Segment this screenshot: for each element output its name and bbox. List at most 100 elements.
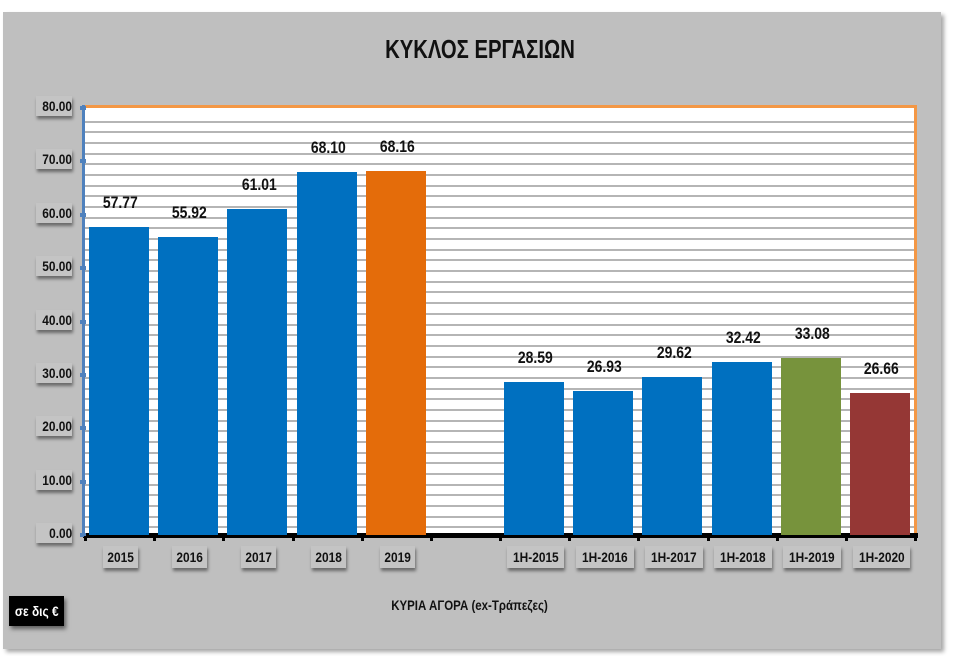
gridline	[83, 312, 914, 315]
y-tick-mark	[80, 212, 86, 217]
data-label: 26.93	[587, 357, 623, 377]
bar[interactable]	[89, 226, 150, 535]
gridline	[83, 248, 914, 251]
data-label: 32.42	[725, 327, 761, 347]
y-tick-label: 10.00	[36, 469, 72, 490]
gridline	[83, 131, 914, 134]
gridline	[83, 398, 914, 401]
y-tick-label: 40.00	[36, 309, 72, 330]
data-label: 29.62	[656, 342, 692, 362]
gridline	[83, 291, 914, 294]
gridline	[83, 387, 914, 390]
x-tick-label: 2019	[379, 546, 415, 568]
gridline	[83, 206, 914, 209]
x-tick-label: 2017	[241, 546, 277, 568]
gridline	[83, 472, 914, 475]
x-tick-mark	[844, 536, 848, 541]
data-label: 28.59	[518, 348, 554, 368]
y-tick-label: 30.00	[36, 362, 72, 383]
y-tick-label: 50.00	[36, 256, 72, 277]
gridline	[83, 334, 914, 337]
gridline	[83, 280, 914, 283]
x-tick-mark	[153, 536, 157, 541]
x-axis-line	[83, 533, 918, 538]
data-label: 61.01	[241, 175, 277, 195]
bar[interactable]	[158, 236, 219, 535]
gridline	[83, 227, 914, 230]
gridline	[83, 526, 914, 529]
gridline	[83, 152, 914, 155]
gridline	[83, 376, 914, 379]
bar[interactable]	[296, 171, 357, 535]
bar[interactable]	[849, 392, 910, 535]
y-tick-mark	[80, 479, 86, 484]
x-tick-label: 2016	[172, 546, 208, 568]
gridline	[83, 163, 914, 166]
gridline	[83, 430, 914, 433]
x-tick-label: 2018	[310, 546, 346, 568]
gridline	[83, 366, 914, 369]
x-tick-mark	[775, 536, 779, 541]
bar[interactable]	[642, 376, 703, 535]
x-tick-mark	[706, 536, 710, 541]
y-tick-label: 80.00	[36, 96, 72, 116]
gridline	[83, 451, 914, 454]
x-tick-mark	[568, 536, 572, 541]
x-tick-mark	[291, 536, 295, 541]
x-tick-label: 1H-2015	[506, 546, 565, 568]
bar[interactable]	[227, 209, 288, 535]
gridline	[83, 120, 914, 123]
gridline	[83, 515, 914, 518]
gridline	[83, 142, 914, 145]
gridline	[83, 323, 914, 326]
x-tick-mark	[429, 536, 433, 541]
y-tick-label: 60.00	[36, 202, 72, 223]
gridline	[83, 440, 914, 443]
unit-badge: σε δις €	[9, 596, 64, 626]
gridline	[83, 494, 914, 497]
data-label: 57.77	[103, 192, 139, 212]
y-tick-mark	[80, 106, 86, 110]
gridline	[83, 408, 914, 411]
gridline	[83, 419, 914, 422]
gridline	[83, 483, 914, 486]
y-tick-label: 0.00	[36, 523, 72, 543]
bar[interactable]	[573, 391, 634, 535]
bar[interactable]	[504, 382, 565, 535]
chart-title: ΚΥΚΛΟΣ ΕΡΓΑΣΙΩΝ	[385, 34, 575, 64]
gridline	[83, 462, 914, 465]
x-tick-label: 1H-2017	[645, 546, 703, 568]
x-tick-label: 2015	[103, 546, 139, 568]
y-tick-mark	[80, 159, 86, 164]
gridline	[83, 184, 914, 187]
x-axis-title: ΚΥΡΙΑ ΑΓΟΡΑ (ex-Τράπεζες)	[390, 597, 548, 613]
data-label: 26.66	[863, 358, 899, 378]
x-tick-label: 1H-2016	[575, 546, 634, 568]
y-tick-mark	[80, 533, 86, 537]
y-tick-label: 20.00	[36, 416, 72, 437]
x-tick-label: 1H-2018	[714, 546, 772, 568]
y-tick-label: 70.00	[36, 149, 72, 170]
gridline	[83, 355, 914, 358]
y-tick-mark	[80, 266, 86, 271]
gridline	[83, 195, 914, 198]
gridline	[83, 174, 914, 177]
data-label: 33.08	[794, 324, 830, 344]
data-label: 55.92	[172, 202, 208, 222]
x-tick-mark	[360, 536, 364, 541]
x-tick-label: 1H-2020	[852, 546, 911, 568]
x-tick-mark	[914, 536, 917, 541]
bar[interactable]	[780, 358, 841, 535]
gridline	[83, 344, 914, 347]
gridline	[83, 270, 914, 273]
gridline	[83, 302, 914, 305]
gridline	[83, 504, 914, 507]
y-tick-mark	[80, 426, 86, 431]
bar[interactable]	[711, 361, 772, 535]
data-label: 68.16	[379, 137, 415, 157]
x-tick-mark	[222, 536, 226, 541]
x-tick-mark	[499, 536, 502, 541]
bar[interactable]	[365, 171, 426, 535]
gridline	[83, 259, 914, 262]
y-tick-mark	[80, 372, 86, 377]
